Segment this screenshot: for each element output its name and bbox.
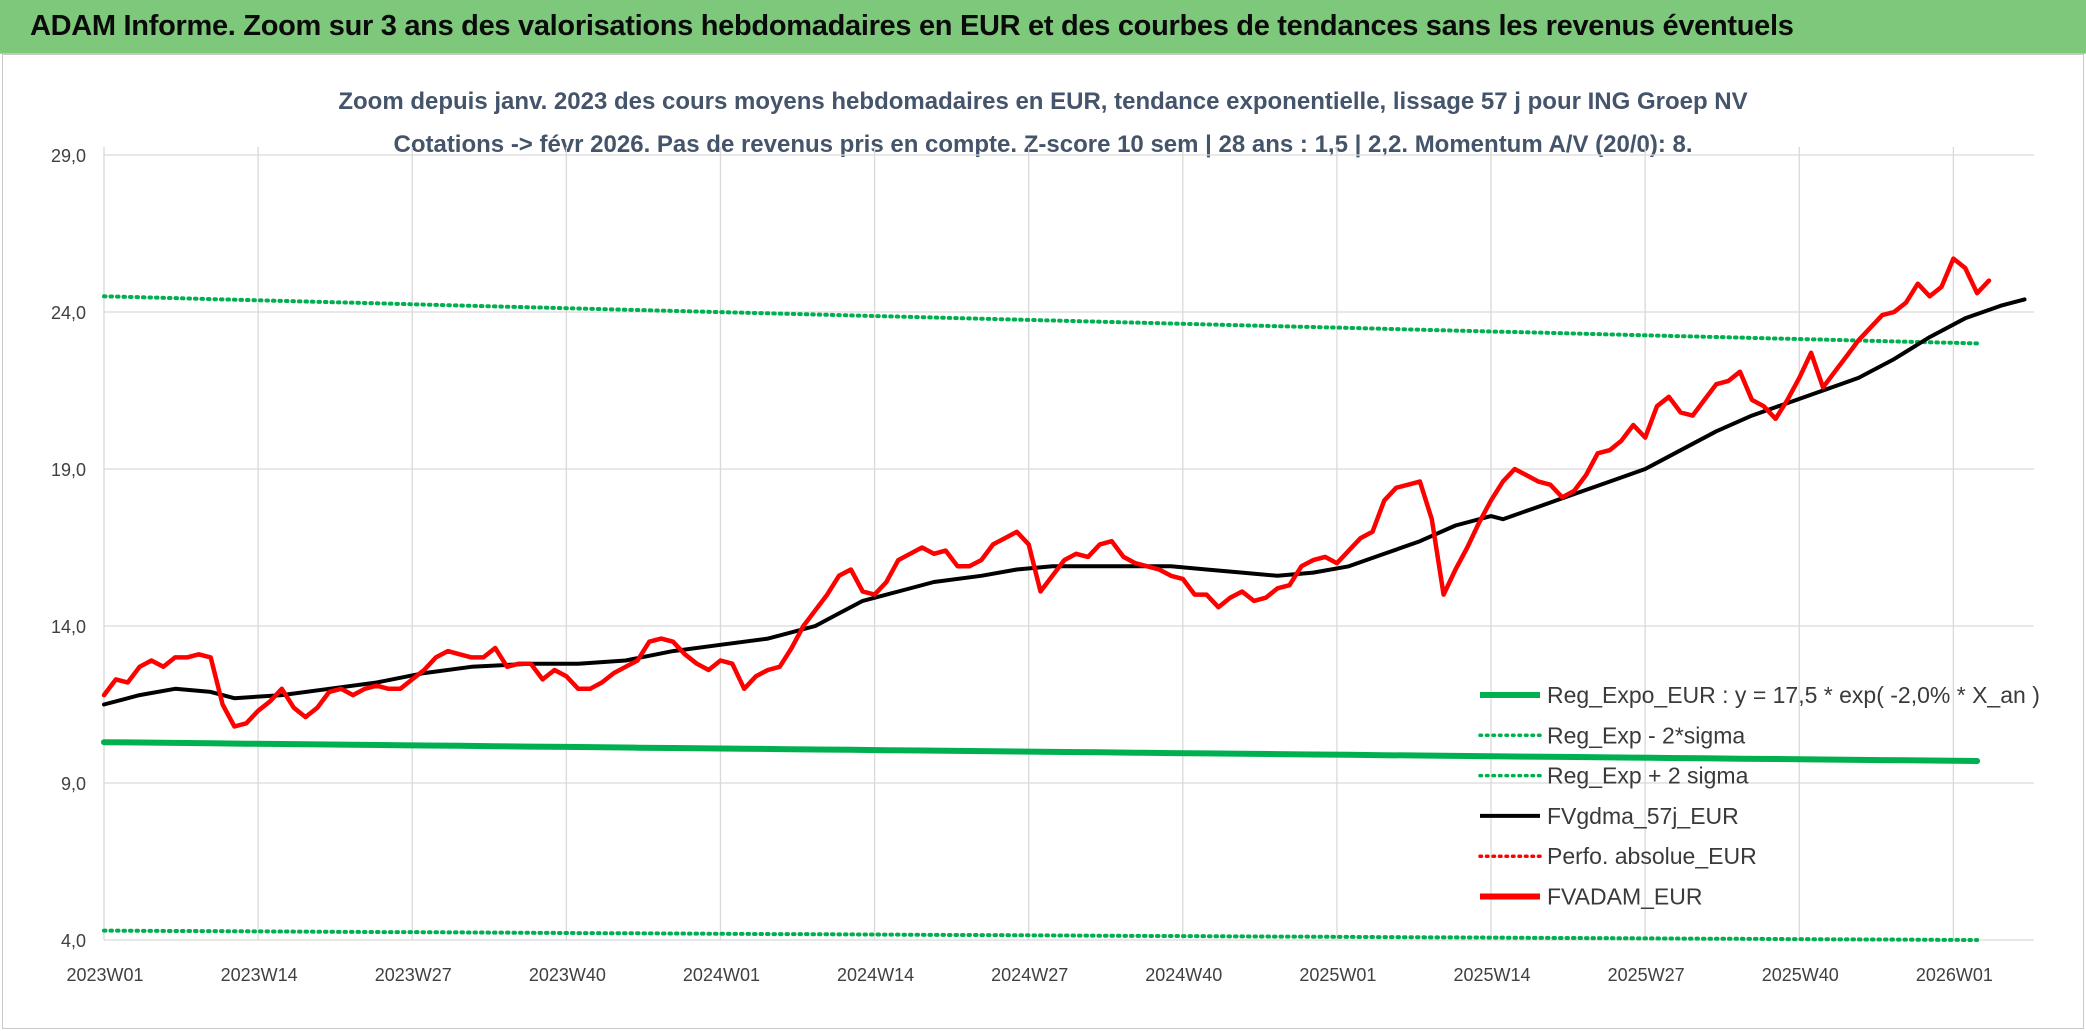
x-tick-label: 2025W27 [1608, 965, 1685, 985]
x-tick-label: 2023W40 [529, 965, 606, 985]
legend: Reg_Expo_EUR : y = 17,5 * exp( -2,0% * X… [1478, 682, 2040, 910]
legend-label-price: FVADAM_EUR [1547, 884, 1703, 910]
legend-label-fvgdma: FVgdma_57j_EUR [1547, 803, 1739, 829]
series-line-reg_expo [101, 739, 1981, 764]
legend-label-perfo: Perfo. absolue_EUR [1547, 843, 1757, 869]
chart-frame [2, 54, 2084, 1029]
x-tick-label: 2023W27 [375, 965, 452, 985]
x-tick-label: 2024W27 [991, 965, 1068, 985]
x-tick-label: 2024W40 [1145, 965, 1222, 985]
y-tick-label: 24,0 [51, 303, 86, 323]
x-tick-label: 2024W14 [837, 965, 914, 985]
y-tick-label: 14,0 [51, 617, 86, 637]
legend-label-reg_plus: Reg_Exp + 2 sigma [1547, 763, 1749, 789]
x-tick-label: 2025W14 [1454, 965, 1531, 985]
legend-label-reg_minus: Reg_Exp - 2*sigma [1547, 722, 1745, 748]
chart-title-line1: Zoom depuis janv. 2023 des cours moyens … [338, 88, 1747, 115]
chart-title-line2: Cotations -> févr 2026. Pas de revenus p… [393, 131, 1692, 158]
y-tick-label: 9,0 [61, 774, 86, 794]
series-line-reg_plus [102, 294, 1980, 346]
series-line-price [101, 256, 1992, 729]
gridlines [103, 147, 2034, 941]
y-tick-label: 4,0 [61, 931, 86, 951]
series-line-fvgdma [102, 297, 2027, 707]
axes: 4,0 9,0 14,0 19,0 24,0 29,0 2023W01 2023W14 2023… [51, 146, 1993, 985]
x-tick-label: 2024W01 [683, 965, 760, 985]
y-tick-label: 19,0 [51, 460, 86, 480]
x-tick-label: 2025W40 [1762, 965, 1839, 985]
x-tick-label: 2025W01 [1299, 965, 1376, 985]
legend-label-reg_expo: Reg_Expo_EUR : y = 17,5 * exp( -2,0% * X… [1547, 682, 2040, 708]
y-tick-label: 29,0 [51, 146, 86, 166]
series-line-reg_minus [102, 928, 1980, 942]
report-header: ADAM Informe. Zoom sur 3 ans des valoris… [0, 0, 2086, 54]
x-tick-label: 2023W14 [221, 965, 298, 985]
report-title: ADAM Informe. Zoom sur 3 ans des valoris… [30, 10, 1794, 42]
series-lines [101, 256, 2027, 942]
x-tick-label: 2023W01 [66, 965, 143, 985]
x-tick-label: 2026W01 [1916, 965, 1993, 985]
chart-title-background [346, 84, 1740, 168]
